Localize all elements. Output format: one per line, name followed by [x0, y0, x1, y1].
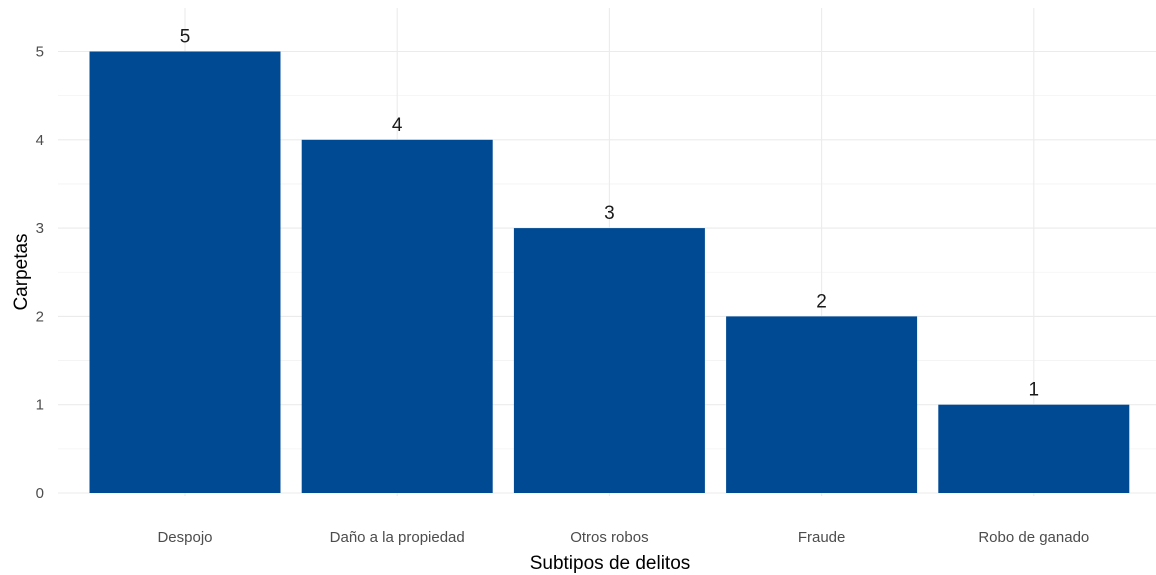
- bar: [89, 51, 281, 493]
- x-axis-ticks: Despojo Daño a la propiedad Otros robos Fra…: [157, 529, 1089, 546]
- bar: [938, 404, 1130, 493]
- y-axis-ticks: 0 1 2 3 4 5: [36, 44, 44, 503]
- y-tick-label: 4: [36, 132, 44, 149]
- y-tick-label: 2: [36, 308, 44, 325]
- x-tick-label: Robo de ganado: [978, 529, 1089, 546]
- bars: [89, 51, 1130, 494]
- bar: [513, 228, 705, 493]
- x-tick-label: Daño a la propiedad: [330, 529, 465, 546]
- x-tick-label: Otros robos: [570, 529, 648, 546]
- data-label: 4: [392, 115, 403, 136]
- x-axis-title: Subtipos de delitos: [530, 553, 691, 574]
- data-label: 2: [816, 291, 827, 312]
- x-tick-label: Despojo: [157, 529, 212, 546]
- data-labels: 5 4 3 2 1: [180, 27, 1039, 401]
- data-label: 3: [604, 203, 615, 224]
- y-tick-label: 0: [36, 485, 44, 502]
- bar: [726, 316, 918, 493]
- y-tick-label: 5: [36, 44, 44, 61]
- y-axis-title: Carpetas: [11, 233, 32, 310]
- y-tick-label: 3: [36, 220, 44, 237]
- data-label: 5: [180, 27, 191, 48]
- bar: [301, 139, 493, 494]
- data-label: 1: [1029, 380, 1040, 401]
- y-tick-label: 1: [36, 397, 44, 414]
- x-tick-label: Fraude: [798, 529, 846, 546]
